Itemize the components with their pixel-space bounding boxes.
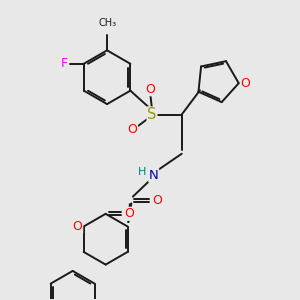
Text: S: S xyxy=(147,107,157,122)
Text: O: O xyxy=(241,77,250,90)
Text: N: N xyxy=(149,169,159,182)
Text: O: O xyxy=(124,207,134,220)
Text: O: O xyxy=(146,83,155,96)
Text: H: H xyxy=(138,167,147,177)
Text: O: O xyxy=(73,220,82,233)
Text: CH₃: CH₃ xyxy=(99,18,117,28)
Text: O: O xyxy=(128,123,137,136)
Text: O: O xyxy=(152,194,162,207)
Text: F: F xyxy=(61,57,68,70)
